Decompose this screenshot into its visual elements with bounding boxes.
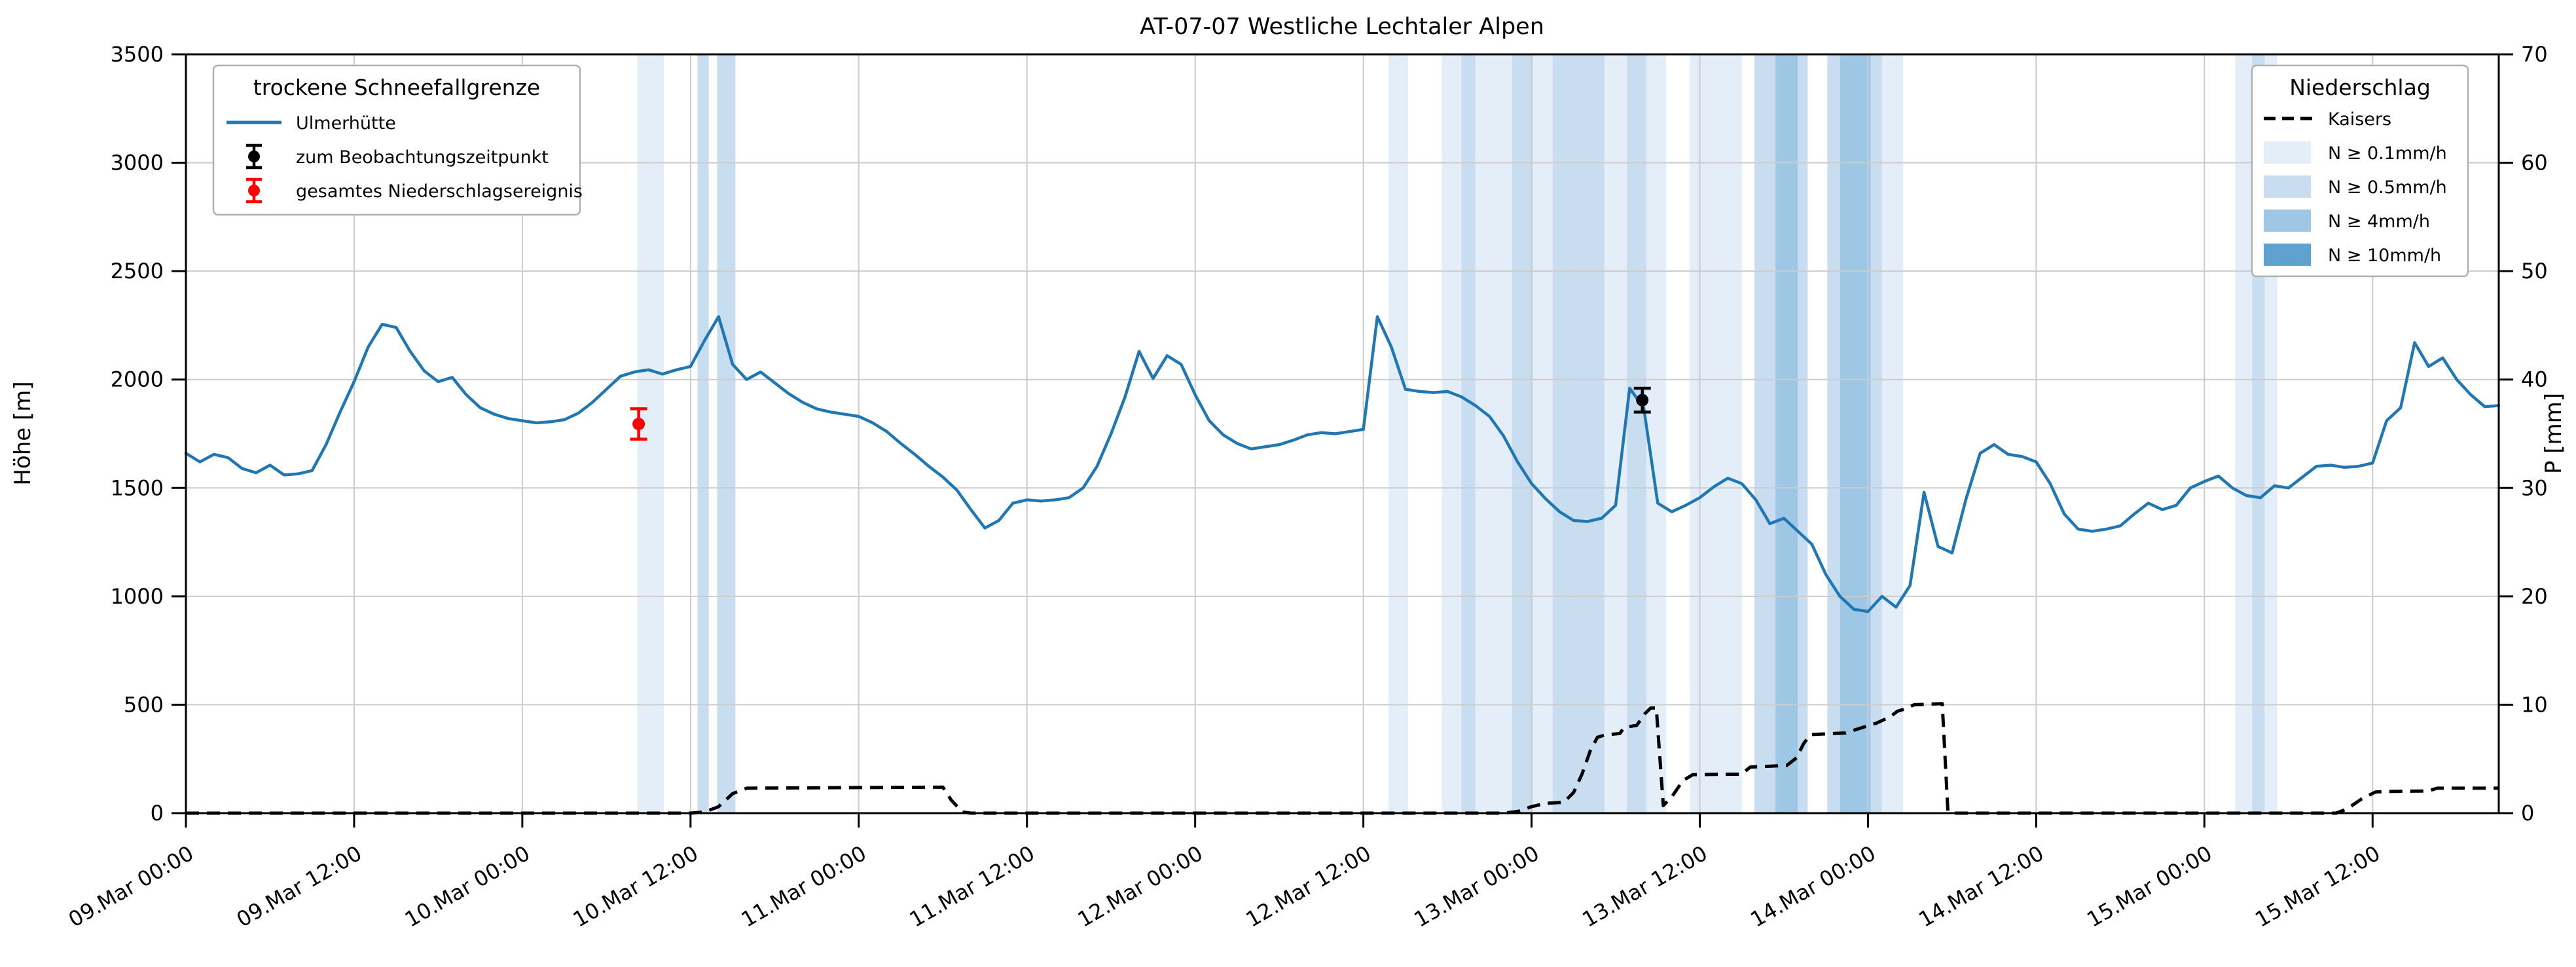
patch-swatch-level3 — [2264, 210, 2311, 232]
right-tick-label: 50 — [2521, 259, 2548, 283]
precip-band-level2 — [1461, 54, 1476, 813]
legend-item-level3: N ≥ 4mm/h — [2328, 211, 2430, 232]
legend-item-kaisers: Kaisers — [2328, 109, 2391, 130]
precip-band-level1 — [1475, 54, 1512, 813]
kaisers-precipitation-series — [186, 702, 2499, 815]
legend-item-ulmerhuette: Ulmerhütte — [296, 113, 396, 134]
precip-band-level1 — [1533, 54, 1553, 813]
precip-band-level1 — [637, 54, 664, 813]
precip-band-level2 — [1574, 54, 1605, 813]
errorbar-marker — [630, 407, 647, 441]
right-tick-label: 20 — [2521, 584, 2548, 609]
precip-band-level1 — [1388, 54, 1409, 813]
precip-band-level3 — [1775, 54, 1798, 813]
legend-precipitation: Niederschlag Kaisers N ≥ 0.1mm/h N ≥ 0.5… — [2251, 64, 2469, 278]
precip-band-level1 — [1690, 54, 1742, 813]
legend-snowline: trockene Schneefallgrenze Ulmerhütte zum… — [212, 64, 583, 216]
precip-band-level2 — [1827, 54, 1840, 813]
precip-band-level2 — [1870, 54, 1882, 813]
precip-band-level2 — [697, 54, 709, 813]
left-tick-label: 3500 — [111, 42, 164, 67]
legend-item-event: gesamtes Niederschlagsereignis — [296, 181, 583, 202]
legend-item-level4: N ≥ 10mm/h — [2328, 246, 2441, 266]
precip-band-level1 — [1646, 54, 1667, 813]
legend-snowline-title: trockene Schneefallgrenze — [253, 75, 540, 100]
precip-band-level2 — [1798, 54, 1808, 813]
right-tick-label: 70 — [2521, 42, 2548, 67]
legend-precipitation-title: Niederschlag — [2289, 75, 2431, 100]
chart-title: AT-07-07 Westliche Lechtaler Alpen — [1140, 14, 1544, 40]
left-tick-label: 500 — [124, 692, 164, 717]
patch-swatch-level2 — [2264, 175, 2311, 198]
left-tick-label: 0 — [151, 801, 164, 826]
snowline-markers — [630, 386, 1651, 441]
precip-band-level2 — [1754, 54, 1776, 813]
legend-item-level1: N ≥ 0.1mm/h — [2328, 143, 2447, 164]
patch-swatch-level1 — [2264, 141, 2311, 164]
right-tick-label: 10 — [2521, 692, 2548, 717]
precip-band-level2 — [1627, 54, 1647, 813]
left-tick-label: 3000 — [111, 151, 164, 175]
legend-item-observation: zum Beobachtungszeitpunkt — [296, 147, 549, 168]
event-errorbar-swatch — [246, 177, 262, 204]
left-axis-label: Höhe [m] — [10, 381, 36, 485]
precip-band-level1 — [1442, 54, 1462, 813]
legend-snowline-box — [212, 64, 581, 216]
errorbar-marker — [1633, 386, 1651, 414]
legend-item-level2: N ≥ 0.5mm/h — [2328, 177, 2447, 198]
left-tick-label: 2500 — [111, 259, 164, 283]
precip-band-level2 — [1512, 54, 1533, 813]
right-tick-label: 60 — [2521, 151, 2548, 175]
precip-band-level1 — [1881, 54, 1903, 813]
left-tick-label: 1000 — [111, 584, 164, 609]
precip-band-level2 — [1552, 54, 1575, 813]
precipitation-bands — [637, 54, 2277, 813]
left-tick-label: 2000 — [111, 367, 164, 392]
ulmerhuette-snowline-series — [184, 315, 2501, 613]
precip-band-level3 — [1840, 54, 1871, 813]
precip-band-level1 — [2235, 54, 2253, 813]
right-axis-label: P [mm] — [2541, 393, 2567, 474]
precip-band-level2 — [717, 54, 736, 813]
patch-swatch-level4 — [2264, 244, 2311, 266]
left-tick-label: 1500 — [111, 475, 164, 500]
observation-errorbar-swatch — [246, 143, 262, 170]
plot-border — [185, 53, 2500, 814]
right-tick-label: 0 — [2521, 801, 2534, 826]
right-tick-label: 40 — [2521, 367, 2548, 392]
right-tick-label: 30 — [2521, 475, 2548, 500]
data-series — [184, 315, 2501, 815]
